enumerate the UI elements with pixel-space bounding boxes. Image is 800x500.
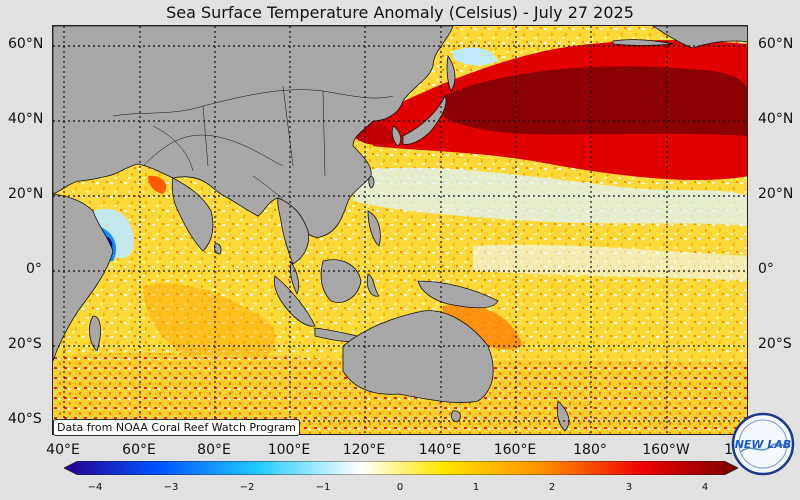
cool-band-equator: [473, 244, 747, 281]
aleutian-chain: [612, 39, 674, 46]
warm-indian-ocean: [143, 283, 275, 369]
data-credit: Data from NOAA Coral Reef Watch Program: [53, 419, 300, 436]
map-canvas: [53, 26, 747, 434]
colorbar-tick-minus1: −1: [315, 482, 331, 493]
colorbar-tick-2: 2: [548, 482, 556, 493]
lon-label-160e: 160°E: [493, 442, 537, 458]
colorbar-tick-4: 4: [701, 482, 709, 493]
lat-label-20n-right: 20°N: [758, 186, 794, 202]
country-borders: [112, 85, 394, 199]
lat-label-40s-left: 40°S: [8, 411, 42, 427]
lat-label-0-left: 0°: [26, 261, 42, 277]
madagascar: [89, 315, 101, 352]
anomaly-patches: [53, 40, 747, 434]
lon-label-40e: 40°E: [46, 442, 80, 458]
colorbar-svg: [63, 460, 739, 476]
colorbar-gradient: [63, 460, 739, 476]
colorbar-tick-3: 3: [625, 482, 633, 493]
land-masses: [53, 26, 747, 432]
colorbar-tick-1: 1: [472, 482, 480, 493]
hot-red-sea-gulf: [148, 175, 167, 194]
korea: [391, 125, 402, 147]
tasmania: [450, 410, 461, 423]
colorbar-tick-minus3: −3: [163, 482, 179, 493]
lat-label-60n-left: 60°N: [8, 36, 44, 52]
logo-text: NEW LAB: [735, 438, 792, 451]
new-zealand: [556, 400, 570, 432]
lon-label-140e: 140°E: [418, 442, 462, 458]
colorbar-tick-0: 0: [396, 482, 404, 493]
sulawesi: [366, 273, 380, 297]
indochina: [277, 197, 310, 265]
japan: [402, 95, 447, 145]
lat-label-20n-left: 20°N: [8, 186, 44, 202]
lon-label-100e: 100°E: [267, 442, 311, 458]
lat-label-40n-right: 40°N: [758, 111, 794, 127]
new-lab-logo: NEW LAB: [731, 412, 795, 476]
sst-anomaly-map: [52, 25, 748, 435]
colorbar: [63, 460, 739, 476]
sumatra: [273, 275, 316, 327]
cool-bering-edge: [453, 47, 498, 66]
colorbar-tick-minus2: −2: [239, 482, 255, 493]
lon-label-80e: 80°E: [197, 442, 231, 458]
lon-label-120e: 120°E: [342, 442, 386, 458]
lat-label-0-right: 0°: [758, 261, 774, 277]
lat-label-20s-right: 20°S: [758, 336, 792, 352]
malay-peninsula: [290, 260, 299, 295]
cool-band-20n: [353, 167, 747, 226]
lon-label-180: 180°: [573, 442, 607, 458]
borneo: [320, 259, 362, 303]
very-hot-core: [443, 66, 747, 136]
lat-label-20s-left: 20°S: [8, 336, 42, 352]
warm-coral-sea: [443, 305, 523, 350]
taiwan: [368, 175, 375, 189]
lat-label-60n-right: 60°N: [758, 36, 794, 52]
colorbar-tick-minus4: −4: [87, 482, 103, 493]
new-guinea: [417, 280, 499, 309]
australia: [342, 310, 494, 403]
sakhalin-kamchatka: [446, 54, 456, 92]
india: [171, 177, 214, 252]
map-title: Sea Surface Temperature Anomaly (Celsius…: [166, 3, 634, 22]
philippines: [367, 210, 381, 247]
lon-label-160w: 160°W: [642, 442, 690, 458]
lat-label-40n-left: 40°N: [8, 111, 44, 127]
arabia-africa: [53, 193, 114, 362]
alaska: [652, 26, 747, 49]
sri-lanka: [213, 243, 222, 255]
lon-label-60e: 60°E: [122, 442, 156, 458]
